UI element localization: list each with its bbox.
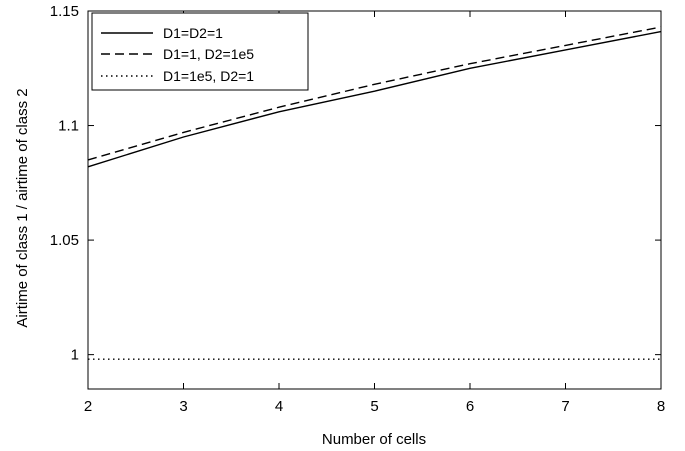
series-line-0	[87, 30, 662, 168]
y-tick-label: 1.1	[58, 118, 79, 135]
series-line-1	[87, 26, 662, 161]
y-axis-label: Airtime of class 1 / airtime of class 2	[14, 88, 31, 327]
legend-box	[91, 12, 309, 91]
x-tick-label: 8	[657, 398, 665, 415]
legend-label-0: D1=D2=1	[163, 25, 223, 41]
legend-label-2: D1=1e5, D2=1	[163, 68, 254, 84]
x-tick-label: 6	[466, 398, 474, 415]
ticks-layer: 2 3 4 5 6 7 8 1 1.05 1.1 1.15	[50, 3, 665, 415]
series-layer	[87, 26, 662, 360]
y-tick-label: 1.05	[50, 232, 79, 249]
y-tick-label: 1	[71, 347, 79, 364]
x-tick-label: 2	[84, 398, 92, 415]
x-axis-label: Number of cells	[322, 431, 426, 448]
y-tick-label: 1.15	[50, 3, 79, 20]
legend: D1=D2=1 D1=1, D2=1e5 D1=1e5, D2=1	[91, 12, 309, 91]
x-tick-label: 3	[179, 398, 187, 415]
x-tick-label: 4	[275, 398, 283, 415]
plot-frame	[87, 10, 662, 390]
legend-label-1: D1=1, D2=1e5	[163, 46, 254, 62]
x-tick-label: 7	[561, 398, 569, 415]
x-tick-label: 5	[370, 398, 378, 415]
